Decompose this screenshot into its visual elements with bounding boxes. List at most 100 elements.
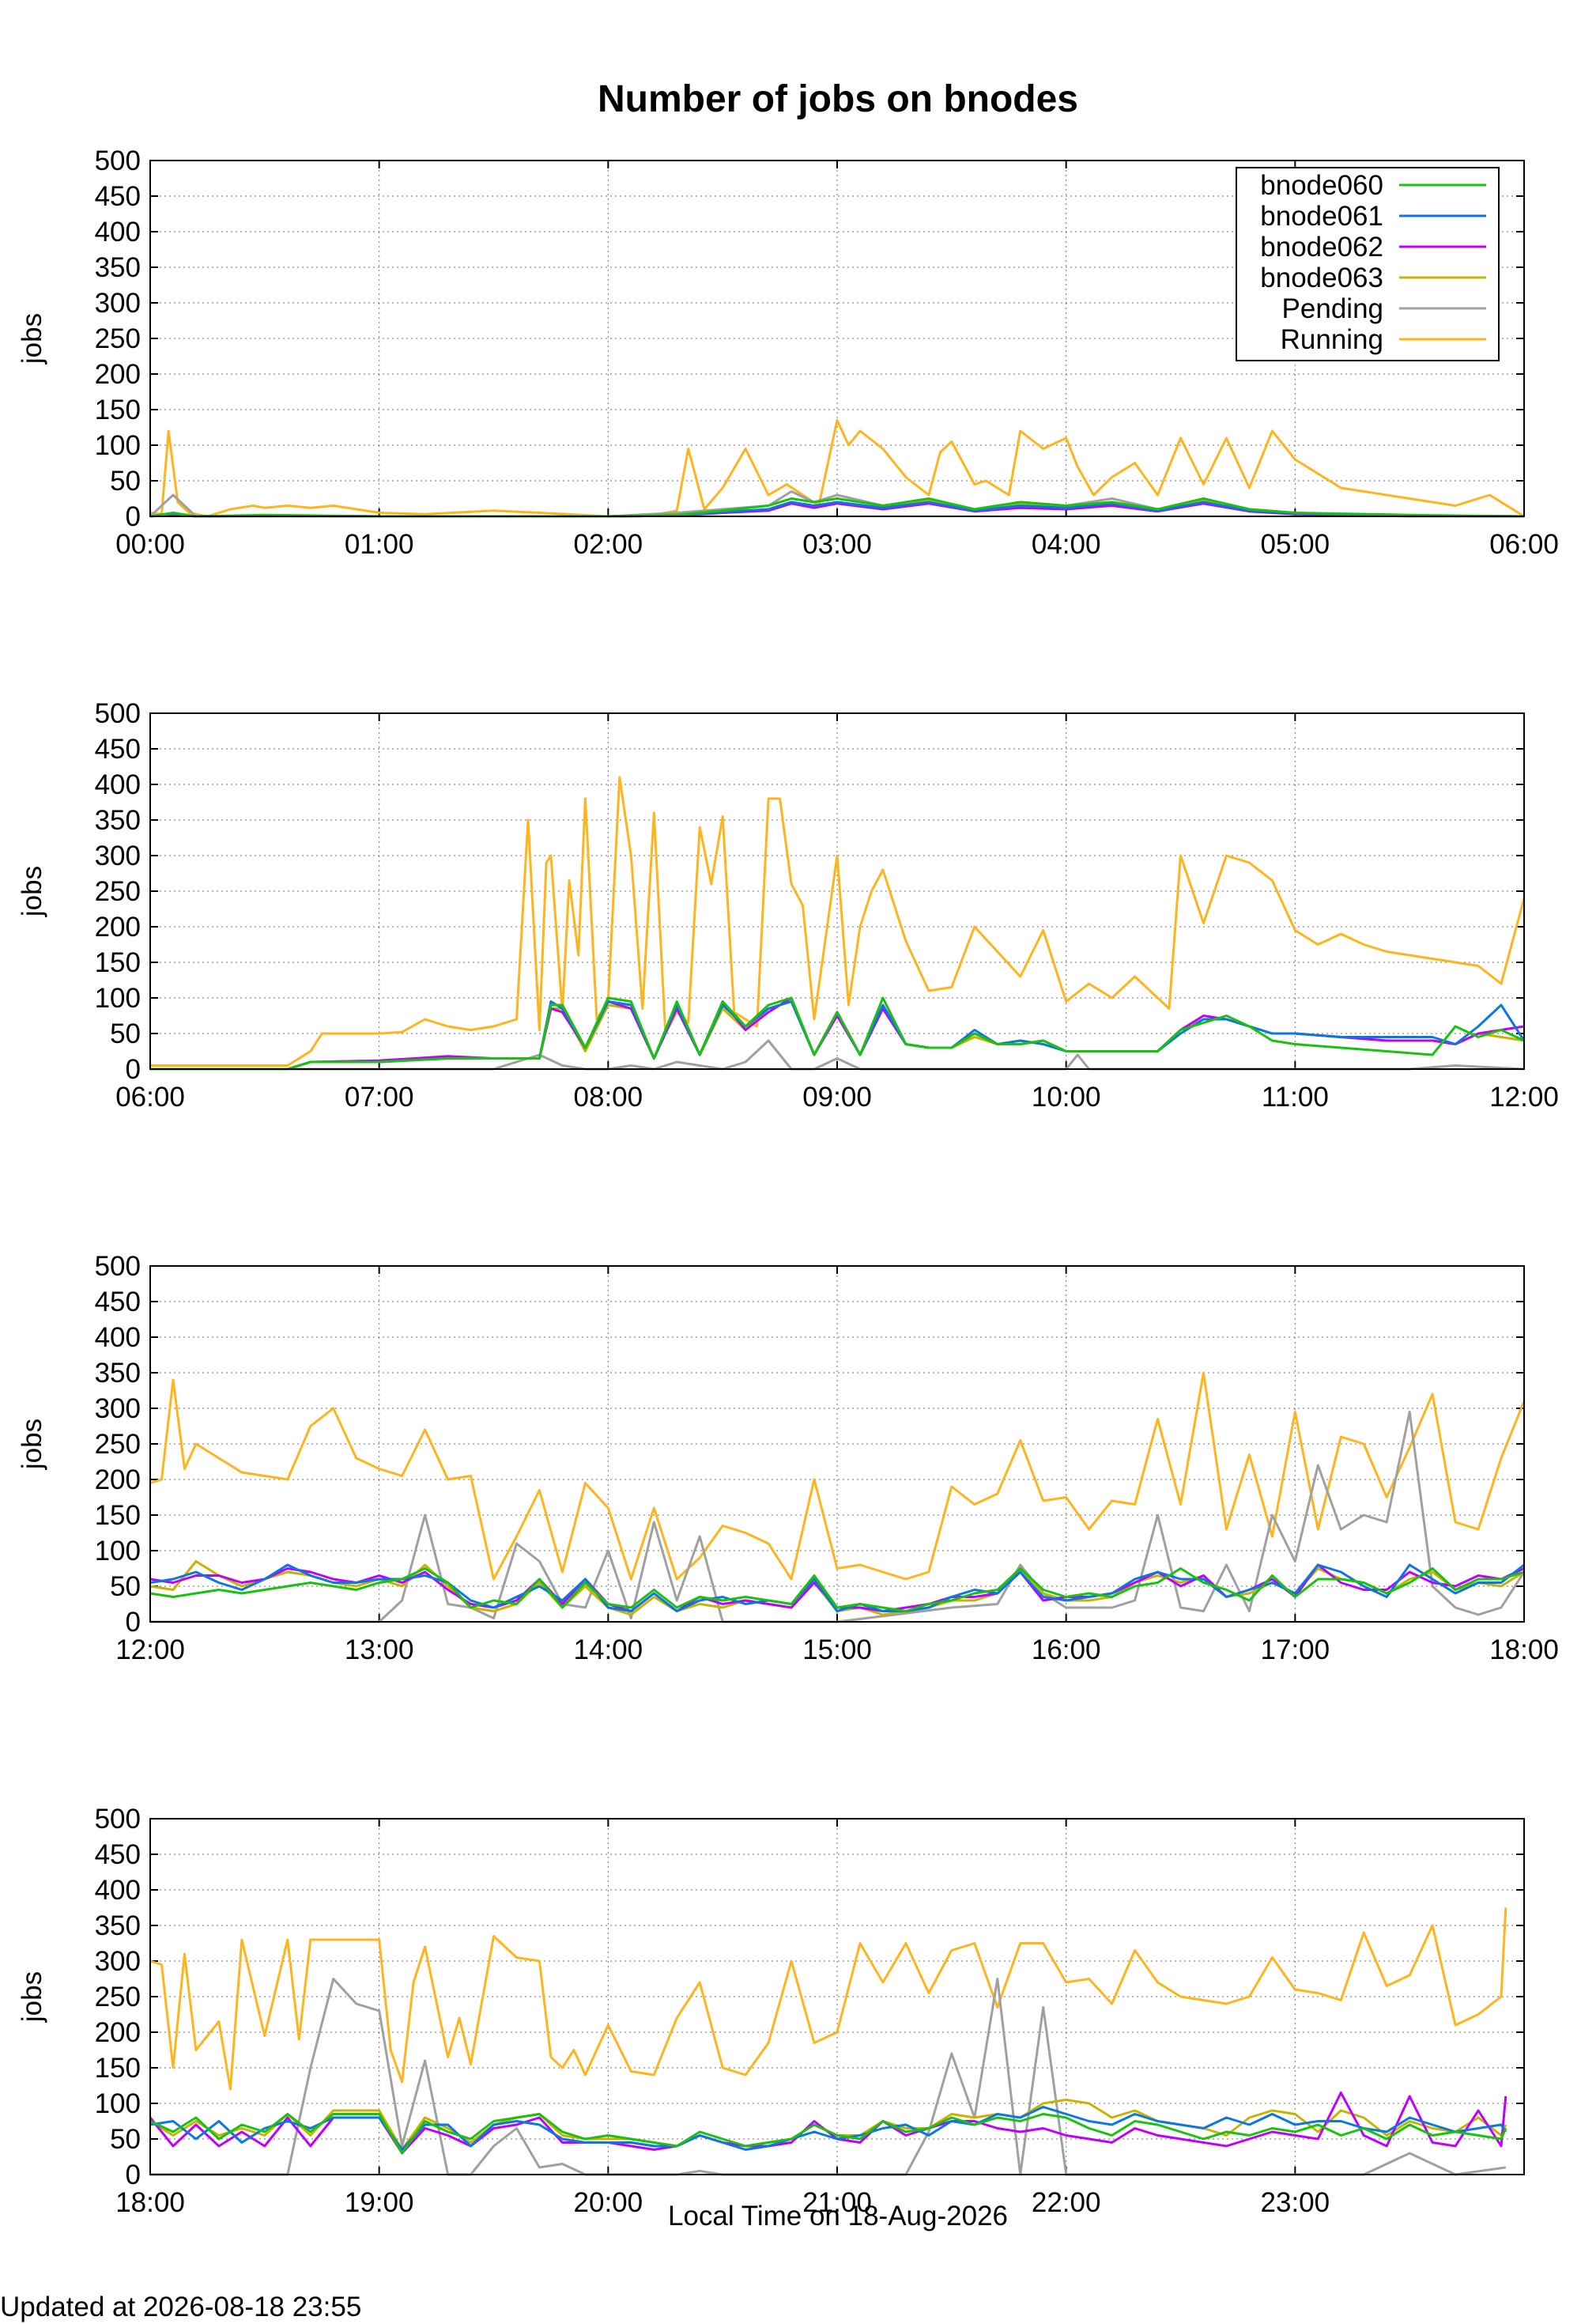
x-tick-label: 03:00 [802, 529, 872, 560]
x-tick-label: 15:00 [802, 1634, 872, 1665]
legend-box [1236, 167, 1500, 361]
y-tick-label: 300 [95, 288, 141, 319]
y-tick-label: 400 [95, 1875, 141, 1906]
updated-footer: Updated at 2026-08-18 23:55 [0, 2292, 361, 2322]
y-tick-label: 200 [95, 1464, 141, 1495]
y-tick-label: 50 [110, 1018, 141, 1049]
legend: bnode060bnode061bnode062bnode063PendingR… [1236, 167, 1500, 361]
x-tick-label: 06:00 [115, 1082, 185, 1113]
y-tick-label: 350 [95, 252, 141, 283]
y-tick-label: 350 [95, 1910, 141, 1941]
series-line-bnode061 [149, 2106, 1507, 2151]
y-tick-label: 0 [126, 2160, 141, 2190]
y-tick-label: 250 [95, 1429, 141, 1460]
x-axis-label: Local Time on 18-Aug-2026 [668, 2201, 1008, 2231]
x-tick-label: 10:00 [1032, 1082, 1101, 1113]
y-tick-label: 200 [95, 359, 141, 390]
series-line-bnode060 [150, 996, 1525, 1071]
series-line-running [149, 1371, 1526, 1581]
x-tick-label: 09:00 [802, 1082, 872, 1113]
y-tick-label: 0 [126, 1054, 141, 1085]
y-tick-label: 500 [95, 1804, 141, 1835]
y-tick-label: 250 [95, 876, 141, 907]
series-line-running [149, 419, 1525, 518]
x-tick-label: 20:00 [574, 2187, 643, 2218]
x-tick-label: 13:00 [345, 1634, 414, 1665]
x-tick-label: 01:00 [345, 529, 414, 560]
y-tick-label: 150 [95, 1500, 141, 1531]
x-tick-label: 21:00 [802, 2187, 872, 2218]
y-tick-label: 100 [95, 1536, 141, 1566]
series-line-pending [150, 1978, 1507, 2176]
y-tick-label: 500 [95, 145, 141, 176]
x-tick-label: 11:00 [1262, 1082, 1329, 1113]
y-tick-label: 50 [110, 1571, 141, 1602]
x-tick-label: 23:00 [1261, 2187, 1330, 2218]
y-tick-label: 300 [95, 1946, 141, 1977]
y-tick-label: 250 [95, 323, 141, 354]
y-tick-label: 200 [95, 2017, 141, 2048]
y-tick-label: 350 [95, 805, 141, 836]
legend-label: bnode061 [1260, 201, 1383, 232]
y-tick-label: 450 [95, 1287, 141, 1317]
y-tick-label: 0 [126, 501, 141, 532]
x-tick-label: 07:00 [345, 1082, 414, 1113]
y-axis-label: jobs [17, 1419, 47, 1470]
series-line-pending [150, 1411, 1526, 1623]
x-tick-label: 18:00 [1489, 1634, 1559, 1665]
x-tick-label: 08:00 [574, 1082, 643, 1113]
legend-label: bnode062 [1260, 232, 1383, 263]
y-tick-label: 100 [95, 983, 141, 1014]
x-tick-label: 18:00 [115, 2187, 185, 2218]
y-tick-label: 250 [95, 1982, 141, 2012]
chart-panel-3: 0 50 100 150 200 250 300 350 400 450 500 12:00 13:00… [17, 1251, 1559, 1665]
plot-frame [149, 160, 1525, 517]
legend-label: Running [1281, 324, 1383, 355]
x-tick-label: 12:00 [1489, 1082, 1559, 1113]
y-tick-label: 400 [95, 217, 141, 248]
y-tick-label: 450 [95, 734, 141, 765]
series-line-running [149, 1907, 1507, 2091]
y-tick-label: 150 [95, 2053, 141, 2084]
x-tick-label: 05:00 [1261, 529, 1330, 560]
chart-panel-1: 0 50 100 150 200 250 300 350 400 450 500 00:00 01:00… [17, 145, 1559, 560]
x-tick-label: 02:00 [574, 529, 643, 560]
y-tick-label: 350 [95, 1358, 141, 1389]
chart-panel-4: 0 50 100 150 200 250 300 350 400 450 500 18:00 19:00… [17, 1804, 1525, 2218]
x-tick-label: 19:00 [345, 2187, 414, 2218]
y-tick-label: 450 [95, 181, 141, 212]
y-tick-label: 50 [110, 2124, 141, 2155]
x-tick-label: 14:00 [574, 1634, 643, 1665]
y-tick-label: 0 [126, 1607, 141, 1638]
y-tick-label: 300 [95, 1393, 141, 1424]
y-tick-label: 100 [95, 430, 141, 461]
y-tick-label: 50 [110, 466, 141, 497]
y-tick-label: 500 [95, 1251, 141, 1282]
legend-label: Pending [1282, 293, 1383, 324]
legend-label: bnode063 [1260, 263, 1383, 293]
y-tick-label: 150 [95, 947, 141, 978]
series-line-running [150, 776, 1526, 1067]
y-tick-label: 400 [95, 769, 141, 800]
plot-frame [149, 1818, 1525, 2175]
chart-title: Number of jobs on bnodes [598, 78, 1078, 120]
x-tick-label: 17:00 [1261, 1634, 1330, 1665]
y-tick-label: 450 [95, 1839, 141, 1870]
series-line-bnode060 [149, 2113, 1507, 2155]
y-tick-label: 300 [95, 841, 141, 871]
series-line-bnode060 [149, 1567, 1525, 1612]
x-tick-label: 06:00 [1489, 529, 1559, 560]
y-tick-label: 400 [95, 1322, 141, 1353]
y-tick-label: 200 [95, 912, 141, 943]
x-tick-label: 00:00 [115, 529, 185, 560]
y-axis-label: jobs [17, 1971, 47, 2023]
y-axis-label: jobs [17, 313, 47, 365]
y-tick-label: 150 [95, 395, 141, 425]
chart-panel-2: 0 50 100 150 200 250 300 350 400 450 500 06:00 07:00… [17, 698, 1559, 1113]
y-tick-label: 500 [95, 698, 141, 729]
x-tick-label: 16:00 [1032, 1634, 1101, 1665]
plot-frame [149, 1265, 1525, 1623]
legend-label: bnode060 [1260, 170, 1383, 201]
plot-frame [149, 712, 1525, 1070]
